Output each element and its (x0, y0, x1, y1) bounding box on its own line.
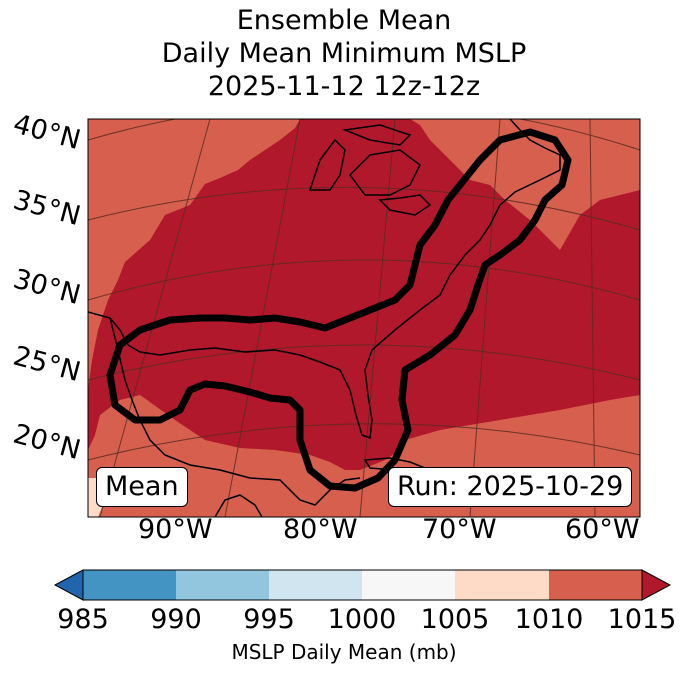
colorbar-bin-985-990 (83, 570, 176, 600)
lon-label-70: 70°W (422, 514, 497, 545)
figure-title: Ensemble Mean Daily Mean Minimum MSLP 20… (0, 4, 688, 103)
colorbar-bin-1005-1010 (455, 570, 549, 600)
mean-label-box: Mean (96, 467, 188, 507)
colorbar-frame (82, 569, 643, 601)
colorbar-tick-1015: 1015 (607, 604, 677, 635)
colorbar-extend-low (53, 569, 84, 601)
lon-label-60: 60°W (565, 514, 640, 545)
run-date-box: Run: 2025-10-29 (388, 467, 633, 507)
colorbar-bin-990-995 (176, 570, 269, 600)
field-above-1015 (88, 119, 640, 470)
lon-label-80: 80°W (283, 514, 358, 545)
colorbar-tick-990: 990 (150, 604, 202, 635)
colorbar-tick-1000: 1000 (327, 604, 397, 635)
map-frame (87, 118, 641, 518)
title-line-3: 2025-11-12 12z-12z (207, 71, 481, 102)
pressure-contour (106, 128, 572, 492)
colorbar-extend-high (641, 569, 672, 601)
lon-label-90: 90°W (138, 514, 213, 545)
colorbar-tick-1005: 1005 (420, 604, 490, 635)
colorbar-bin-1000-1005 (362, 570, 455, 600)
colorbar-tick-995: 995 (243, 604, 295, 635)
title-line-2: Daily Mean Minimum MSLP (161, 38, 527, 69)
colorbar-bin-1010-1015 (549, 570, 642, 600)
coastlines (88, 119, 561, 517)
title-line-1: Ensemble Mean (236, 5, 452, 36)
colorbar-bin-995-1000 (269, 570, 362, 600)
colorbar-tick-1010: 1010 (514, 604, 584, 635)
colorbar-label: MSLP Daily Mean (mb) (231, 640, 457, 664)
colorbar-tick-985: 985 (57, 604, 109, 635)
